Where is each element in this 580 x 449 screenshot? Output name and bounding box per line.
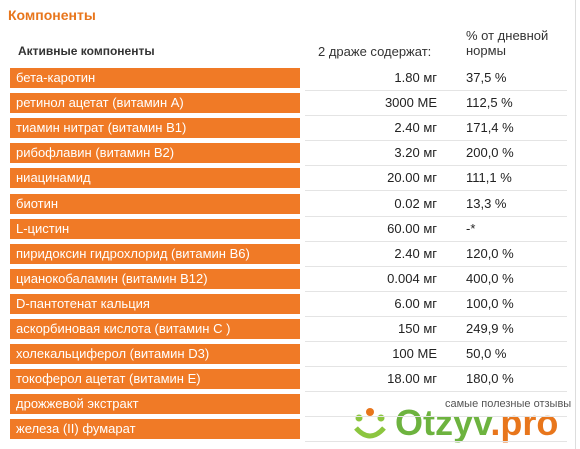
daily-percent: 13,3 %	[466, 195, 507, 211]
amount: 2.40 мг	[394, 245, 437, 261]
watermark-logo	[354, 408, 386, 439]
row-separator	[305, 140, 567, 142]
row-separator	[305, 90, 567, 91]
row-separator	[305, 115, 567, 117]
component-name: L-цистин	[10, 218, 300, 239]
daily-percent: 111,1 %	[466, 170, 512, 186]
daily-percent: 100,0 %	[466, 295, 514, 311]
daily-percent: 120,0 %	[466, 245, 514, 261]
section-title: Компоненты	[8, 7, 96, 23]
component-name: ретинол ацетат (витамин А)	[10, 93, 300, 114]
amount: 60.00 мг	[387, 220, 437, 236]
amount: 20.00 мг	[387, 170, 437, 186]
brand: Otzyv	[395, 402, 491, 443]
component-name: пиридоксин гидрохлорид (витамин В6)	[10, 243, 300, 264]
component-name: бета-каротин	[10, 68, 300, 88]
daily-percent: 249,9 %	[466, 321, 514, 336]
amount: 2.40 мг	[394, 120, 437, 136]
row-separator	[305, 416, 567, 418]
component-name: ниацинамид	[10, 168, 300, 189]
daily-percent: 400,0 %	[466, 270, 514, 286]
component-name: D-пантотенат кальция	[10, 293, 300, 314]
row-separator	[305, 391, 567, 393]
daily-percent: -*	[466, 220, 476, 236]
component-name: тиамин нитрат (витамин В1)	[10, 118, 300, 139]
component-name: биотин	[10, 193, 300, 214]
row-separator	[305, 290, 567, 292]
component-name: холекальциферол (витамин D3)	[10, 344, 300, 365]
component-name: токоферол ацетат (витамин Е)	[10, 369, 300, 390]
daily-percent: 112,5 %	[466, 95, 513, 111]
column-header: Активные компоненты	[18, 44, 155, 58]
row-separator	[305, 165, 567, 167]
border	[575, 0, 576, 449]
daily-percent: 180,0 %	[466, 371, 514, 387]
amount: 1.80 мг	[394, 70, 437, 85]
component-name: рибофлавин (витамин В2)	[10, 143, 300, 164]
component-name: аскорбиновая кислота (витамин С )	[10, 319, 300, 339]
row-separator	[305, 265, 567, 267]
amount: 3000 МЕ	[384, 95, 437, 111]
amount: 6.00 мг	[394, 295, 437, 311]
row-separator	[305, 341, 567, 342]
row-separator	[305, 315, 567, 317]
amount: 18.00 мг	[387, 371, 437, 387]
brand-domain: .pro	[490, 402, 559, 443]
daily-percent: 171,4 %	[466, 120, 514, 136]
watermark-brand: Otzyv.pro	[395, 402, 558, 444]
component-name: дрожжевой экстракт	[10, 394, 300, 415]
daily-percent: 200,0 %	[466, 145, 514, 161]
amount: 3.20 мг	[394, 145, 437, 161]
row-separator	[305, 190, 567, 192]
amount: 150 мг	[398, 321, 437, 336]
row-separator	[305, 441, 567, 443]
column-header: % от дневной нормы	[466, 28, 549, 58]
amount: 0.02 мг	[394, 195, 437, 211]
component-name: железа (II) фумарат	[10, 419, 300, 440]
row-separator	[305, 240, 567, 242]
watermark-tagline: самые полезные отзывы	[445, 398, 572, 410]
amount: 100 МЕ	[392, 346, 437, 362]
daily-percent: 37,5 %	[466, 70, 507, 85]
component-name: цианокобаламин (витамин В12)	[10, 268, 300, 289]
daily-percent: 50,0 %	[466, 346, 507, 362]
amount: 0.004 мг	[387, 270, 437, 286]
row-separator	[305, 366, 567, 368]
column-header: 2 драже содержат:	[318, 44, 432, 59]
row-separator	[305, 215, 567, 217]
